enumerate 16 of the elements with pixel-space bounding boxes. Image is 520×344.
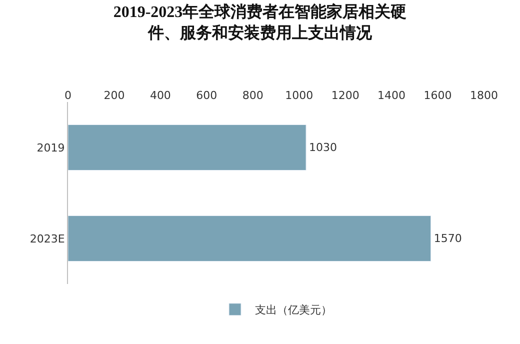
x-tick-label: 1400	[378, 88, 406, 102]
data-label: 1570	[434, 232, 462, 245]
x-tick-label: 800	[242, 88, 264, 102]
x-tick-label: 1200	[331, 88, 360, 102]
legend-label: 支出（亿美元）	[255, 304, 332, 317]
x-tick-label: 1000	[285, 88, 314, 102]
x-tick-label: 1800	[470, 88, 498, 102]
x-tick-label: 200	[104, 88, 125, 102]
y-tick-label: 2019	[36, 141, 65, 154]
x-tick-label: 0	[64, 88, 72, 102]
x-tick-label: 400	[150, 88, 171, 102]
y-tick-label: 2023E	[30, 232, 65, 246]
data-label: 1030	[309, 141, 338, 154]
x-tick-label: 600	[196, 88, 218, 102]
x-tick-label: 1600	[424, 88, 452, 102]
chart-title: 2019-2023年全球消费者在智能家居相关硬件、服务和安装费用上支出情况	[113, 2, 407, 42]
